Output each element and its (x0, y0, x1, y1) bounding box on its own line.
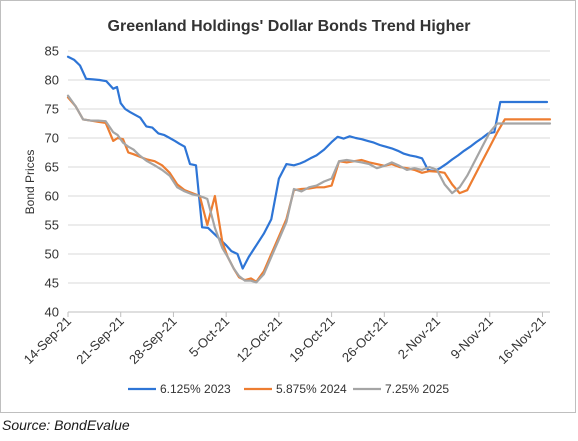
source-note: Source: BondEvalue (2, 417, 130, 433)
x-tick-label: 9-Nov-21 (447, 314, 495, 362)
x-tick-label: 12-Oct-21 (234, 314, 285, 365)
y-tick-label: 50 (45, 247, 59, 262)
y-tick-label: 60 (45, 189, 59, 204)
gridlines (68, 50, 550, 284)
y-tick-label: 75 (45, 102, 59, 117)
series-line-3 (66, 94, 552, 284)
y-tick-label: 55 (45, 218, 59, 233)
y-tick-label: 65 (45, 160, 59, 175)
legend: 6.125% 2023 5.875% 2024 7.25% 2025 (128, 382, 449, 396)
x-tick-label: 28-Sep-21 (126, 314, 180, 368)
x-tick-label: 21-Sep-21 (73, 314, 127, 368)
y-tick-label: 40 (45, 305, 59, 320)
series-line-1 (66, 55, 549, 270)
x-tick-label: 5-Oct-21 (186, 314, 232, 360)
series-lines (66, 55, 552, 284)
chart-title: Greenland Holdings' Dollar Bonds Trend H… (108, 18, 471, 35)
x-tick-label: 26-Oct-21 (339, 314, 390, 365)
x-tick-label: 16-Nov-21 (495, 314, 549, 368)
legend-label: 5.875% 2024 (276, 382, 347, 396)
x-axis (67, 311, 550, 317)
x-tick-label: 19-Oct-21 (286, 314, 337, 365)
line-chart: Greenland Holdings' Dollar Bonds Trend H… (21, 18, 552, 396)
legend-label: 7.25% 2025 (385, 382, 449, 396)
x-tick-label: 14-Sep-21 (21, 314, 75, 368)
y-tick-label: 70 (45, 131, 59, 146)
y-tick-label: 45 (45, 276, 59, 291)
y-tick-label: 85 (45, 44, 59, 59)
y-axis-title: Bond Prices (23, 150, 37, 215)
x-tick-labels: 14-Sep-21 21-Sep-21 28-Sep-21 5-Oct-21 12-Oc… (21, 314, 549, 368)
x-tick-label: 2-Nov-21 (395, 314, 443, 362)
chart-frame: Greenland Holdings' Dollar Bonds Trend H… (0, 0, 576, 413)
y-tick-labels: 40 45 50 55 60 65 70 75 80 85 (45, 44, 59, 320)
legend-label: 6.125% 2023 (160, 382, 231, 396)
y-tick-label: 80 (45, 73, 59, 88)
